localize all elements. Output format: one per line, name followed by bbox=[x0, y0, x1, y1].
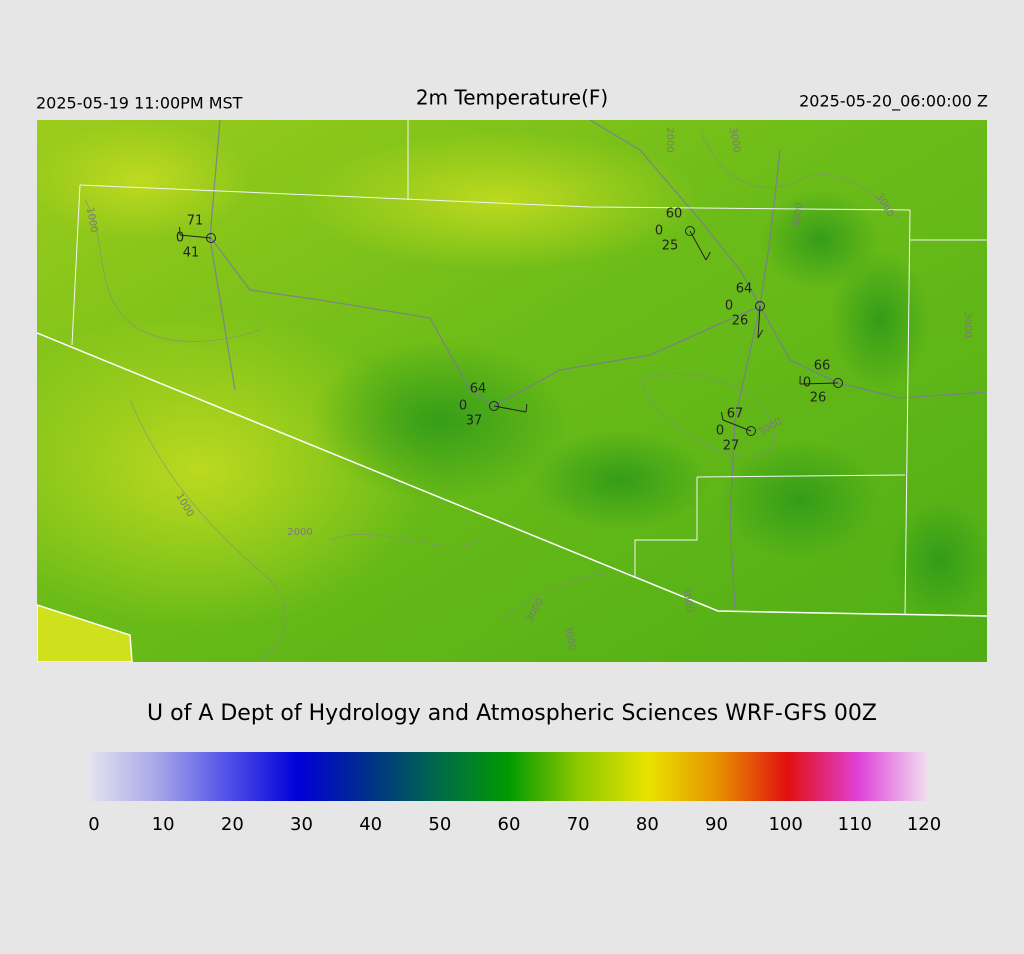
colorbar-tick-label: 30 bbox=[290, 814, 313, 835]
dewpoint: 25 bbox=[662, 239, 679, 254]
credit: U of A Dept of Hydrology and Atmospheric… bbox=[147, 701, 877, 726]
sky-code: 0 bbox=[803, 376, 811, 391]
sky-code: 0 bbox=[655, 224, 663, 239]
dewpoint: 41 bbox=[183, 246, 200, 261]
contour-label: 3000 bbox=[962, 312, 973, 337]
sky-code: 0 bbox=[725, 299, 733, 314]
colorbar-tick-label: 80 bbox=[636, 814, 659, 835]
colorbar-tick-label: 40 bbox=[359, 814, 382, 835]
colorbar-tick-label: 50 bbox=[428, 814, 451, 835]
valid-utc-time: 2025-05-20_06:00:00 Z bbox=[799, 92, 988, 112]
contour-label: 2000 bbox=[287, 527, 312, 538]
temperature: 67 bbox=[727, 407, 744, 422]
temperature: 60 bbox=[666, 207, 683, 222]
colorbar-tick-label: 100 bbox=[768, 814, 802, 835]
sky-code: 0 bbox=[716, 424, 724, 439]
temperature: 64 bbox=[736, 282, 753, 297]
colorbar-tick-label: 0 bbox=[88, 814, 99, 835]
colorbar-tick-label: 110 bbox=[838, 814, 872, 835]
sky-code: 0 bbox=[459, 399, 467, 414]
map-title: 2m Temperature(F) bbox=[416, 86, 608, 110]
colorbar-tick-label: 20 bbox=[221, 814, 244, 835]
dewpoint: 37 bbox=[466, 414, 483, 429]
valid-local-time: 2025-05-19 11:00PM MST bbox=[36, 94, 243, 113]
dewpoint: 27 bbox=[723, 439, 740, 454]
temperature: 64 bbox=[470, 382, 487, 397]
sky-code: 0 bbox=[176, 231, 184, 246]
dewpoint: 26 bbox=[810, 391, 827, 406]
temperature: 66 bbox=[814, 359, 831, 374]
temperature: 71 bbox=[187, 214, 204, 229]
contour-label: 2000 bbox=[664, 127, 675, 152]
colorbar-tick-label: 70 bbox=[567, 814, 590, 835]
colorbar-tick-label: 10 bbox=[152, 814, 175, 835]
colorbar-tick-label: 90 bbox=[705, 814, 728, 835]
colorbar bbox=[88, 752, 928, 801]
colorbar-tick-label: 60 bbox=[498, 814, 521, 835]
colorbar-tick-label: 120 bbox=[907, 814, 941, 835]
dewpoint: 26 bbox=[732, 314, 749, 329]
